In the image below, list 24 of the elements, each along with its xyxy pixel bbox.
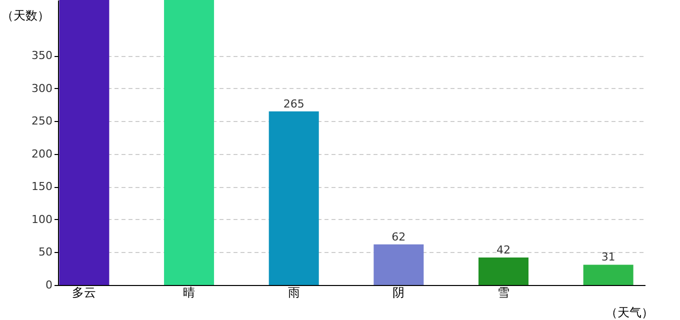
x-tick-label: 雪	[497, 286, 510, 300]
bar	[268, 111, 319, 285]
x-tick-label: 雨	[288, 286, 300, 300]
x-tick-label: 多云	[72, 286, 96, 300]
y-tick-label: 250	[32, 114, 52, 128]
x-tick-label: 晴	[183, 286, 196, 300]
x-axis-title: （天气）	[606, 306, 654, 320]
data-label: 265	[283, 97, 304, 110]
y-tick-label: 200	[32, 147, 52, 160]
bar	[583, 264, 634, 285]
y-tick-label: 300	[32, 82, 52, 95]
y-tick-label: 0	[46, 278, 52, 292]
x-tick-label: 阴	[392, 286, 405, 300]
y-tick-label: 100	[32, 212, 52, 226]
data-label: 62	[392, 230, 406, 244]
y-axis-title: （天数）	[2, 8, 50, 22]
y-tick-label: 150	[32, 180, 52, 194]
data-label: 42	[496, 243, 510, 256]
bar	[164, 0, 214, 285]
y-tick-label: 50	[38, 246, 52, 259]
bar	[478, 257, 528, 285]
y-tick-label: 350	[32, 49, 52, 62]
bar	[374, 244, 424, 285]
data-label: 31	[601, 250, 616, 264]
